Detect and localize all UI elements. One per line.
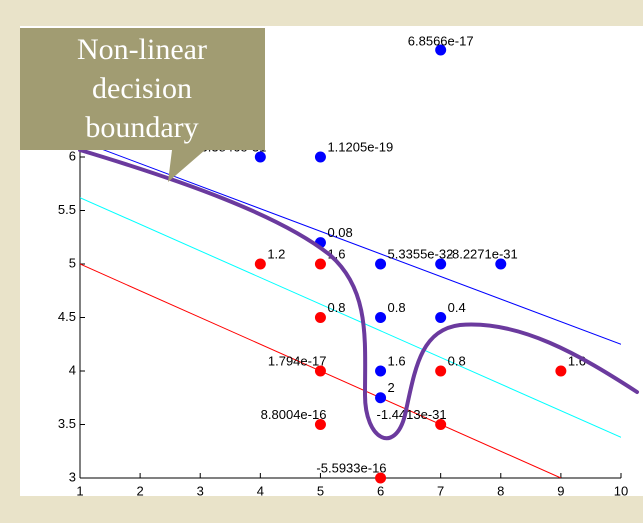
plot-area: 1234567891033.544.555.566.8566e-17-6.384… [58, 33, 628, 498]
x-tick-label: 10 [614, 483, 628, 498]
y-tick-label: 6 [69, 148, 76, 163]
x-tick-label: 6 [377, 483, 384, 498]
x-tick-label: 3 [197, 483, 204, 498]
point-label: 5.3355e-32 [388, 246, 454, 261]
point [314, 151, 326, 163]
point [435, 44, 447, 56]
point-label: 0.8 [448, 353, 466, 368]
x-tick-label: 7 [437, 483, 444, 498]
point [314, 365, 326, 377]
point [375, 258, 387, 270]
point [435, 419, 447, 430]
point-label: 0.8 [388, 300, 406, 315]
x-tick-label: 4 [257, 483, 264, 498]
point-label: -1.4413e-31 [377, 407, 447, 422]
x-tick-label: 1 [76, 483, 83, 498]
y-tick-label: 5.5 [58, 202, 76, 217]
decision-boundary-curve [78, 148, 639, 441]
point [495, 258, 507, 270]
separator-line [80, 197, 621, 438]
point-label: 0.08 [327, 225, 352, 240]
x-tick-label: 5 [317, 483, 324, 498]
point-label: 0.8 [327, 300, 345, 315]
point-label: 2 [388, 380, 395, 395]
callout-text: Non-linear [77, 33, 207, 66]
callout-text: boundary [85, 111, 198, 144]
point [314, 419, 326, 430]
point-label: 6.8566e-17 [408, 33, 474, 48]
point [435, 365, 447, 377]
callout: Non-linear decision boundary [20, 28, 265, 182]
point-label: 1.1205e-19 [327, 139, 393, 154]
point [314, 312, 326, 323]
callout-box [20, 28, 265, 182]
point [375, 365, 387, 377]
point [375, 472, 387, 484]
y-tick-label: 3 [69, 469, 76, 484]
point-label: -8.2271e-31 [448, 246, 518, 261]
y-tick-label: 3.5 [58, 416, 76, 431]
point [435, 258, 447, 270]
point [254, 258, 266, 270]
y-tick-label: 4 [69, 362, 76, 377]
y-tick-label: 4.5 [58, 309, 76, 324]
point-label: 1.6 [388, 353, 406, 368]
point [375, 312, 387, 323]
point [254, 151, 266, 163]
x-tick-label: 9 [557, 483, 564, 498]
point [314, 258, 326, 270]
y-tick-label: 5 [69, 255, 76, 270]
point-label: 1.2 [267, 246, 285, 261]
point-label: 8.8004e-16 [261, 407, 327, 422]
callout-text: decision [92, 72, 192, 105]
point-label: -5.5933e-16 [316, 460, 386, 475]
point-label: 1.794e-17 [268, 353, 327, 368]
x-tick-label: 8 [497, 483, 504, 498]
point [435, 312, 447, 323]
point [375, 392, 387, 404]
point [555, 365, 567, 377]
x-tick-label: 2 [136, 483, 143, 498]
point-label: 0.4 [448, 300, 466, 315]
